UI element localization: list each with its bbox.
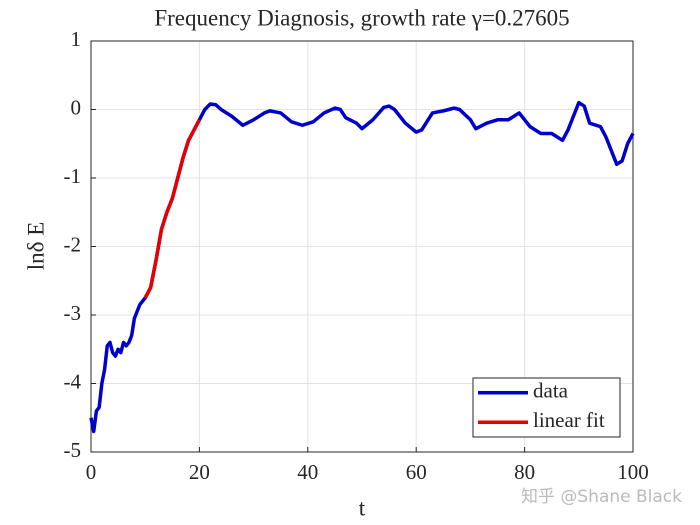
y-tick-label: -4 (64, 369, 82, 393)
y-axis-label: lnδ E (23, 222, 48, 271)
y-tick-label: 1 (71, 27, 82, 51)
legend-box (472, 377, 621, 438)
y-tick-label: -3 (64, 301, 82, 325)
legend: data linear fit (472, 377, 621, 438)
data-line (143, 118, 201, 299)
y-tick-label: -1 (64, 164, 82, 188)
y-tick-label: 0 (71, 95, 82, 119)
y-tick-label: -2 (64, 232, 82, 256)
y-tick-label: -5 (64, 438, 82, 462)
watermark: 知乎 @Shane Black (521, 487, 682, 507)
data-line (89, 100, 635, 434)
x-tick-label: 0 (86, 460, 97, 484)
x-tick-label: 60 (406, 460, 427, 484)
chart-title: Frequency Diagnosis, growth rate γ=0.276… (154, 5, 569, 30)
x-tick-label: 80 (514, 460, 535, 484)
x-axis-label: t (359, 495, 366, 520)
x-tick-label: 20 (189, 460, 210, 484)
x-tick-label: 100 (617, 460, 649, 484)
legend-label: linear fit (533, 408, 605, 432)
plot-frame (90, 40, 634, 453)
x-tick-label: 40 (297, 460, 318, 484)
legend-label: data (533, 379, 569, 403)
